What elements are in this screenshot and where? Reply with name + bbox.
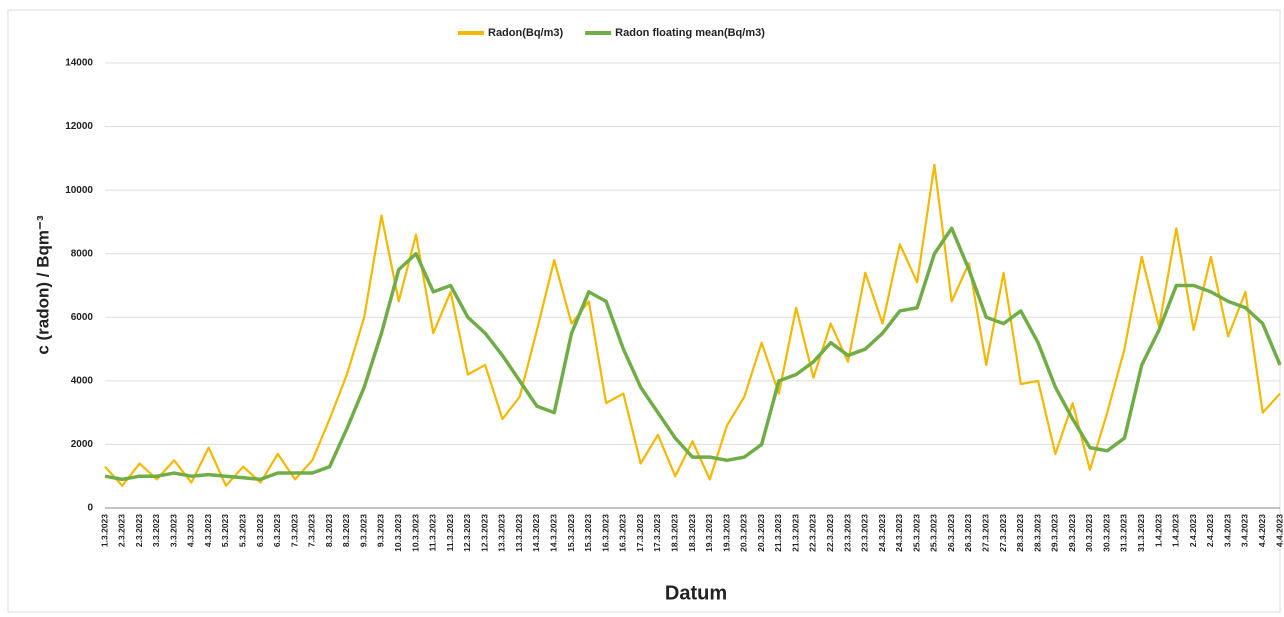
x-tick-label: 25.3.2023 [911,514,921,552]
x-tick-label: 12.3.2023 [479,514,489,552]
x-tick-label: 17.3.2023 [652,514,662,552]
series-line [104,226,1282,482]
x-tick-label: 25.3.2023 [929,514,939,552]
x-tick-label: 13.3.2023 [497,514,507,552]
x-tick-label: 1.4.2023 [1153,514,1163,547]
x-tick-label: 2.3.2023 [134,514,144,547]
x-tick-label: 9.3.2023 [376,514,386,547]
x-tick-label: 2.4.2023 [1188,514,1198,547]
x-tick-label: 7.3.2023 [289,514,299,547]
x-tick-label: 14.3.2023 [531,514,541,552]
x-tick-label: 1.4.2023 [1171,514,1181,547]
y-tick-label: 4000 [71,375,94,386]
x-axis-title: Datum [665,582,727,604]
legend: Radon(Bq/m3) Radon floating mean(Bq/m3) [458,27,765,39]
x-tick-label: 3.4.2023 [1222,514,1232,547]
x-tick-label: 31.3.2023 [1136,514,1146,552]
x-tick-label: 3.4.2023 [1240,514,1250,547]
x-tick-label: 4.3.2023 [186,514,196,547]
y-tick-label: 12000 [65,121,93,132]
x-tick-label: 3.3.2023 [168,514,178,547]
legend-label: Radon floating mean(Bq/m3) [615,27,765,39]
y-tick-label: 14000 [65,58,93,69]
x-tick-label: 15.3.2023 [583,514,593,552]
y-tick-label: 0 [87,503,93,514]
x-tick-label: 5.3.2023 [220,514,230,547]
x-tick-label: 4.4.2023 [1274,514,1284,547]
x-tick-label: 8.3.2023 [341,514,351,547]
x-tick-label: 21.3.2023 [790,514,800,552]
x-tick-label: 16.3.2023 [600,514,610,552]
x-tick-label: 29.3.2023 [1067,514,1077,552]
x-tick-label: 16.3.2023 [618,514,628,552]
x-tick-label: 9.3.2023 [358,514,368,547]
x-tick-label: 18.3.2023 [687,514,697,552]
x-tick-label: 26.3.2023 [946,514,956,552]
x-tick-label: 23.3.2023 [860,514,870,552]
y-tick-label: 2000 [71,439,94,450]
y-tick-label: 10000 [65,185,93,196]
x-tick-label: 10.3.2023 [393,514,403,552]
x-tick-label: 28.3.2023 [1015,514,1025,552]
x-tick-label: 1.3.2023 [99,514,109,547]
x-tick-label: 11.3.2023 [445,514,455,552]
x-tick-label: 27.3.2023 [998,514,1008,552]
x-tick-label: 29.3.2023 [1050,514,1060,552]
x-tick-label: 20.3.2023 [739,514,749,552]
x-tick-label: 22.3.2023 [808,514,818,552]
y-tick-label: 8000 [71,248,94,259]
x-tick-label: 21.3.2023 [773,514,783,552]
x-tick-label: 3.3.2023 [151,514,161,547]
x-tick-label: 24.3.2023 [894,514,904,552]
x-tick-label: 2.4.2023 [1205,514,1215,547]
x-tick-label: 6.3.2023 [272,514,282,547]
x-tick-label: 18.3.2023 [669,514,679,552]
x-tick-label: 22.3.2023 [825,514,835,552]
x-tick-label: 30.3.2023 [1101,514,1111,552]
x-tick-label: 15.3.2023 [566,514,576,552]
x-tick-label: 13.3.2023 [514,514,524,552]
x-tick-label: 20.3.2023 [756,514,766,552]
y-tick-label: 6000 [71,312,94,323]
x-tick-label: 31.3.2023 [1119,514,1129,552]
x-tick-label: 4.4.2023 [1257,514,1267,547]
x-tick-label: 7.3.2023 [307,514,317,547]
x-tick-label: 11.3.2023 [428,514,438,552]
x-tick-label: 5.3.2023 [237,514,247,547]
x-tick-label: 10.3.2023 [410,514,420,552]
x-tick-label: 6.3.2023 [255,514,265,547]
x-tick-label: 19.3.2023 [704,514,714,552]
x-tick-label: 8.3.2023 [324,514,334,547]
x-tick-label: 2.3.2023 [117,514,127,547]
x-tick-label: 23.3.2023 [842,514,852,552]
x-tick-label: 26.3.2023 [963,514,973,552]
chart-frame [7,9,1281,613]
x-tick-label: 24.3.2023 [877,514,887,552]
x-tick-label: 19.3.2023 [721,514,731,552]
x-tick-label: 17.3.2023 [635,514,645,552]
legend-label: Radon(Bq/m3) [488,27,564,39]
x-tick-label: 30.3.2023 [1084,514,1094,552]
x-tick-label: 27.3.2023 [981,514,991,552]
x-tick-label: 4.3.2023 [203,514,213,547]
x-tick-label: 14.3.2023 [549,514,559,552]
x-tick-label: 12.3.2023 [462,514,472,552]
x-tick-label: 28.3.2023 [1032,514,1042,552]
y-axis-title: c (radon) / Bqm⁻³ [33,215,52,355]
